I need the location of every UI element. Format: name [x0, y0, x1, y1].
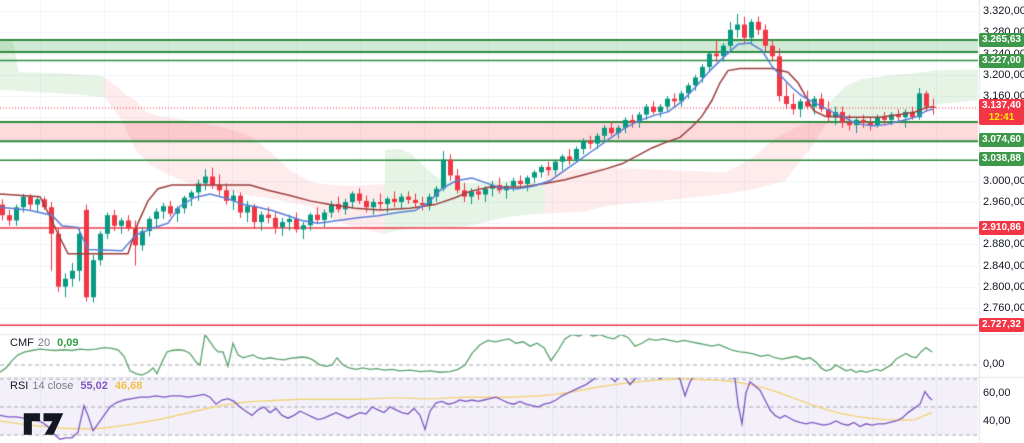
price-axis-label: 2.760,00: [983, 302, 1024, 314]
rsi-value: 55,02: [80, 380, 108, 392]
price-axis-label: 40,00: [983, 415, 1011, 427]
countdown-timer: 12:41: [988, 112, 1015, 123]
price-level-badge: 3.038,88: [979, 152, 1024, 166]
price-axis-label: 2.800,00: [983, 281, 1024, 293]
cmf-indicator-label[interactable]: CMF 20 0,09: [10, 337, 79, 349]
price-axis-label: 0,00: [983, 358, 1005, 370]
rsi-param: 14 close: [32, 380, 74, 392]
price-axis-label: 60,00: [983, 387, 1011, 399]
price-level-badge: 2.727,32: [979, 318, 1024, 332]
price-axis-label: 3.200,00: [983, 69, 1024, 81]
tradingview-logo-icon[interactable]: [22, 411, 74, 442]
price-level-badge: 3.074,60: [979, 133, 1024, 147]
rsi-name: RSI: [10, 380, 29, 392]
price-axis-label: 2.840,00: [983, 260, 1024, 272]
price-axis-label: 2.880,00: [983, 238, 1024, 250]
price-level-badge: 3.137,40 12:41: [979, 99, 1024, 125]
price-level-badge: 3.265,63: [979, 33, 1024, 47]
price-level-badge: 3.227,00: [979, 54, 1024, 68]
price-axis-label: 3.000,00: [983, 175, 1024, 187]
price-axis-label: 2.960,00: [983, 196, 1024, 208]
rsi-ma-value: 46,68: [114, 380, 143, 392]
price-axis-label: 3.320,00: [983, 5, 1024, 17]
price-level-badge: 2.910,86: [979, 221, 1024, 235]
cmf-value: 0,09: [57, 337, 79, 349]
rsi-indicator-label[interactable]: RSI 14 close 55,02 46,68: [10, 380, 142, 392]
cmf-name: CMF: [10, 337, 34, 349]
cmf-param: 20: [37, 337, 51, 349]
